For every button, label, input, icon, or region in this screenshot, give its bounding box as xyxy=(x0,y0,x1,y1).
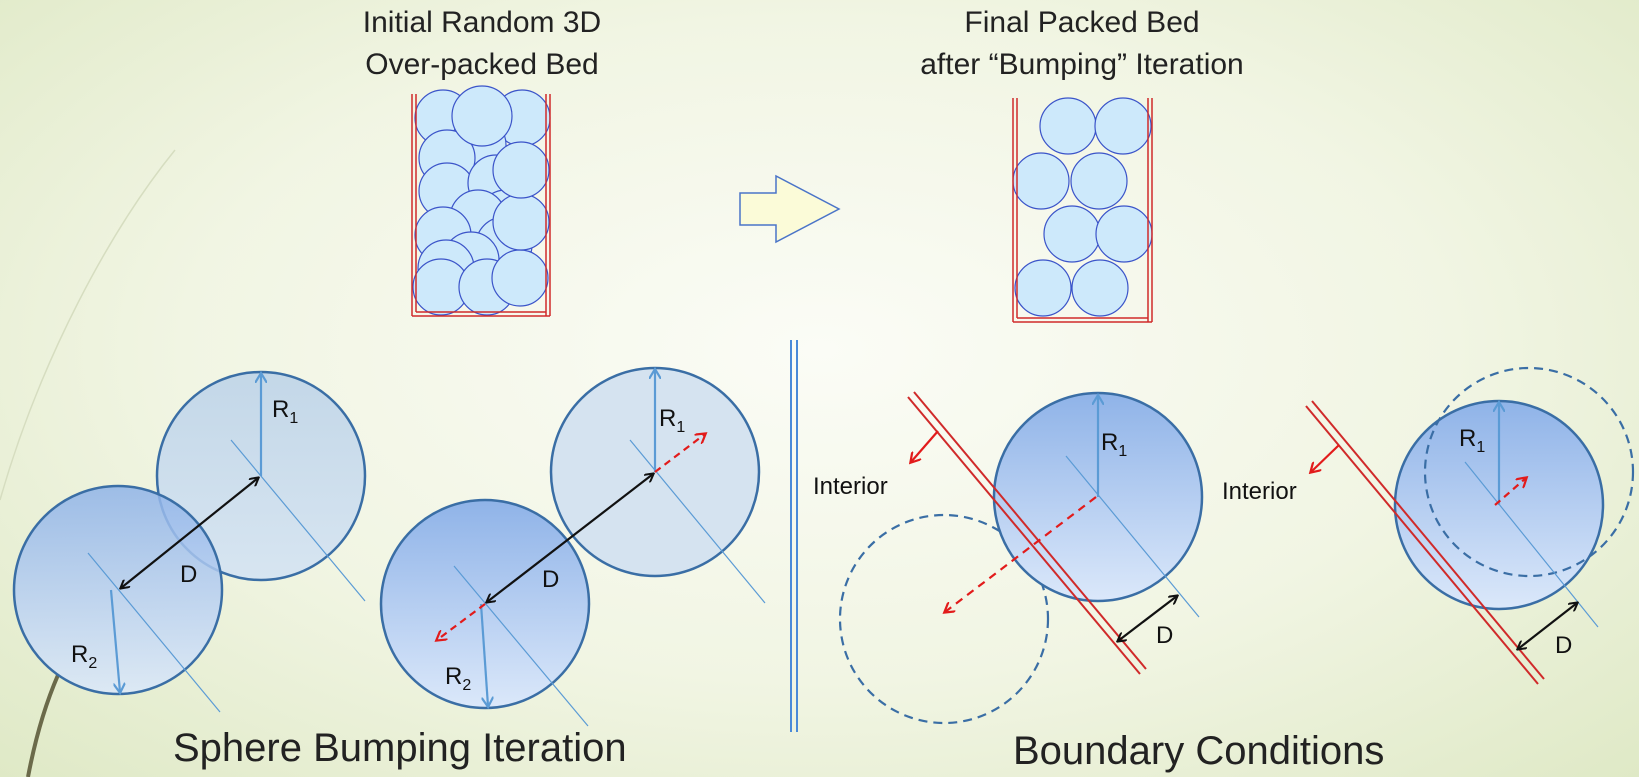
guide-line xyxy=(87,552,221,713)
distance-arrow-d xyxy=(1518,603,1577,649)
guide-line xyxy=(1065,455,1200,618)
final-bed-title: Final Packed Bed after “Bumping” Iterati… xyxy=(872,2,1292,86)
overpacked-container xyxy=(411,94,551,317)
label-r1: R1 xyxy=(659,405,686,436)
label-d: D xyxy=(542,566,560,593)
bumping-pair-after xyxy=(379,366,766,727)
decorative-swoosh xyxy=(0,149,176,501)
bed-sphere xyxy=(492,141,550,199)
bed-sphere xyxy=(1094,97,1152,155)
final-bed-title-line1: Final Packed Bed xyxy=(964,6,1200,39)
radius-arrow-r2 xyxy=(479,603,488,706)
bumping-pair-before xyxy=(12,370,367,713)
guide-line xyxy=(453,565,589,727)
initial-bed-title: Initial Random 3D Over-packed Bed xyxy=(272,2,692,86)
bed-sphere xyxy=(1014,259,1072,317)
label-r1: R1 xyxy=(1101,429,1128,460)
overpacked-bed xyxy=(411,85,551,317)
boundary-wall xyxy=(1305,400,1545,685)
overpacked-spheres xyxy=(412,85,551,316)
final-packed-bed xyxy=(1012,97,1153,323)
initial-bed-title-line2: Over-packed Bed xyxy=(365,48,599,81)
initial-bed-title-line1: Initial Random 3D xyxy=(362,6,602,39)
distance-arrow-d xyxy=(121,478,258,588)
shifted-sphere-dashed xyxy=(1423,366,1635,578)
guide-line xyxy=(230,439,366,602)
bed-sphere xyxy=(1043,205,1101,263)
guide-line xyxy=(629,439,766,604)
final-bed-title-line2: after “Bumping” Iteration xyxy=(920,48,1244,81)
interior-normal-arrow xyxy=(911,430,939,462)
bed-sphere xyxy=(1070,152,1128,210)
boundary-case-reflect xyxy=(838,391,1204,725)
label-d: D xyxy=(180,561,198,588)
label-d: D xyxy=(1156,622,1174,649)
guide-line xyxy=(1464,461,1599,628)
distance-arrow-d xyxy=(1118,596,1177,641)
final-spheres xyxy=(1012,97,1153,317)
transition-arrow xyxy=(739,174,841,244)
section-divider xyxy=(790,340,798,732)
boundary-conditions-title: Boundary Conditions xyxy=(1013,729,1385,773)
label-interior: Interior xyxy=(1222,478,1297,505)
label-r1: R1 xyxy=(1459,425,1486,456)
bed-sphere xyxy=(1039,97,1097,155)
bed-sphere xyxy=(492,193,550,251)
mirror-sphere-dashed xyxy=(838,513,1050,725)
distance-arrow-d xyxy=(487,474,653,602)
decorative-swoosh-dark xyxy=(26,674,60,777)
displacement-arrow-r1 xyxy=(654,434,705,473)
label-r1: R1 xyxy=(272,396,299,427)
label-interior: Interior xyxy=(813,473,888,500)
boundary-wall xyxy=(907,391,1147,675)
final-container xyxy=(1012,98,1153,323)
bed-sphere xyxy=(451,85,513,147)
displacement-arrow xyxy=(1494,478,1526,506)
sphere-bumping-title: Sphere Bumping Iteration xyxy=(173,726,627,770)
label-d: D xyxy=(1555,632,1573,659)
label-r2: R2 xyxy=(71,641,98,672)
displacement-arrow-r2 xyxy=(437,603,486,640)
radius-arrow-r2 xyxy=(109,589,120,692)
boundary-case-shift xyxy=(1305,366,1635,685)
interior-normal-arrow xyxy=(1311,444,1340,472)
label-r2: R2 xyxy=(445,663,472,694)
mirror-displacement-arrow xyxy=(945,496,1097,612)
bed-sphere xyxy=(1095,205,1153,263)
bed-sphere xyxy=(491,249,549,307)
bed-sphere xyxy=(1071,259,1129,317)
bed-sphere xyxy=(1012,152,1070,210)
